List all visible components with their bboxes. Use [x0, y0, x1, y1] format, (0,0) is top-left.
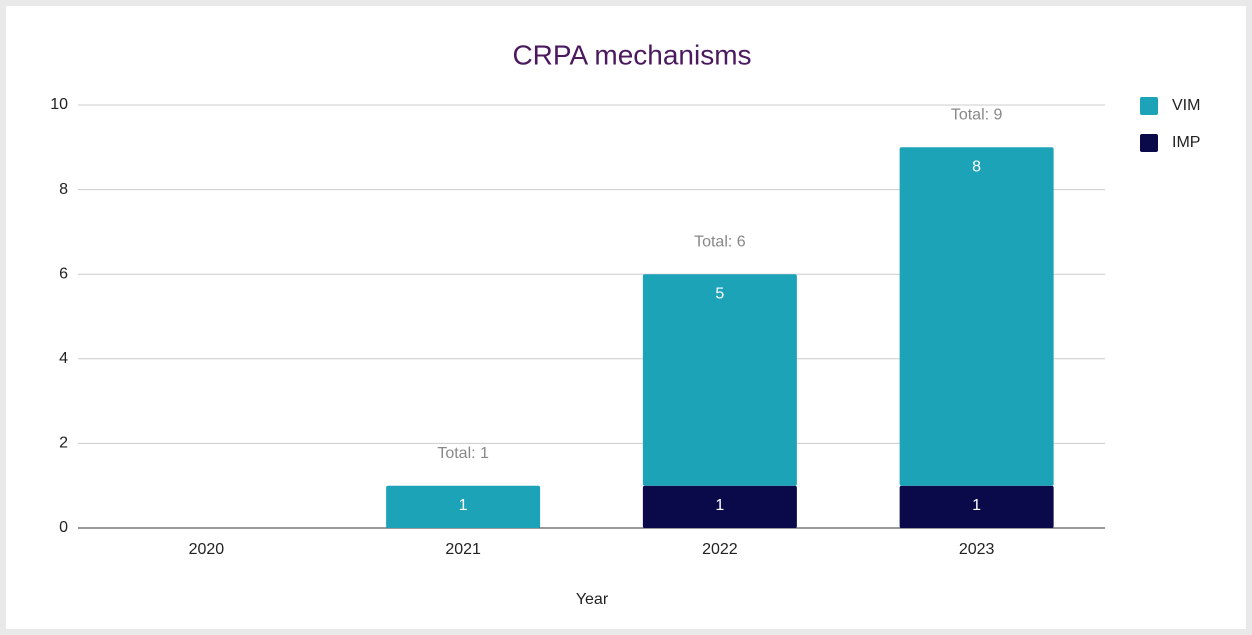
chart-title: CRPA mechanisms [512, 39, 751, 70]
x-axis-label: Year [576, 591, 609, 608]
bar-segment [642, 485, 797, 528]
data-label: 8 [972, 159, 981, 176]
y-tick-label: 0 [59, 519, 68, 536]
data-label: 1 [972, 497, 981, 514]
y-tick-label: 4 [59, 350, 68, 367]
data-label: 1 [459, 497, 468, 514]
y-tick-label: 10 [50, 96, 68, 113]
chart-background [6, 6, 1246, 629]
legend-label: VIM [1172, 97, 1200, 114]
x-tick-label: 2021 [445, 541, 481, 558]
bar-segment [899, 147, 1054, 486]
total-label: Total: 1 [437, 445, 489, 462]
x-tick-label: 2022 [702, 541, 738, 558]
data-label: 1 [715, 497, 724, 514]
legend-label: IMP [1172, 134, 1200, 151]
y-tick-label: 8 [59, 181, 68, 198]
bar-segment [642, 274, 797, 486]
data-label: 5 [715, 285, 724, 302]
x-tick-label: 2023 [959, 541, 995, 558]
y-tick-label: 2 [59, 435, 68, 452]
bar-segment [899, 485, 1054, 528]
x-tick-label: 2020 [189, 541, 225, 558]
total-label: Total: 6 [694, 233, 746, 250]
total-label: Total: 9 [951, 107, 1003, 124]
legend-swatch [1140, 134, 1158, 152]
bar-segment [386, 485, 541, 528]
y-tick-label: 6 [59, 265, 68, 282]
legend-swatch [1140, 97, 1158, 115]
